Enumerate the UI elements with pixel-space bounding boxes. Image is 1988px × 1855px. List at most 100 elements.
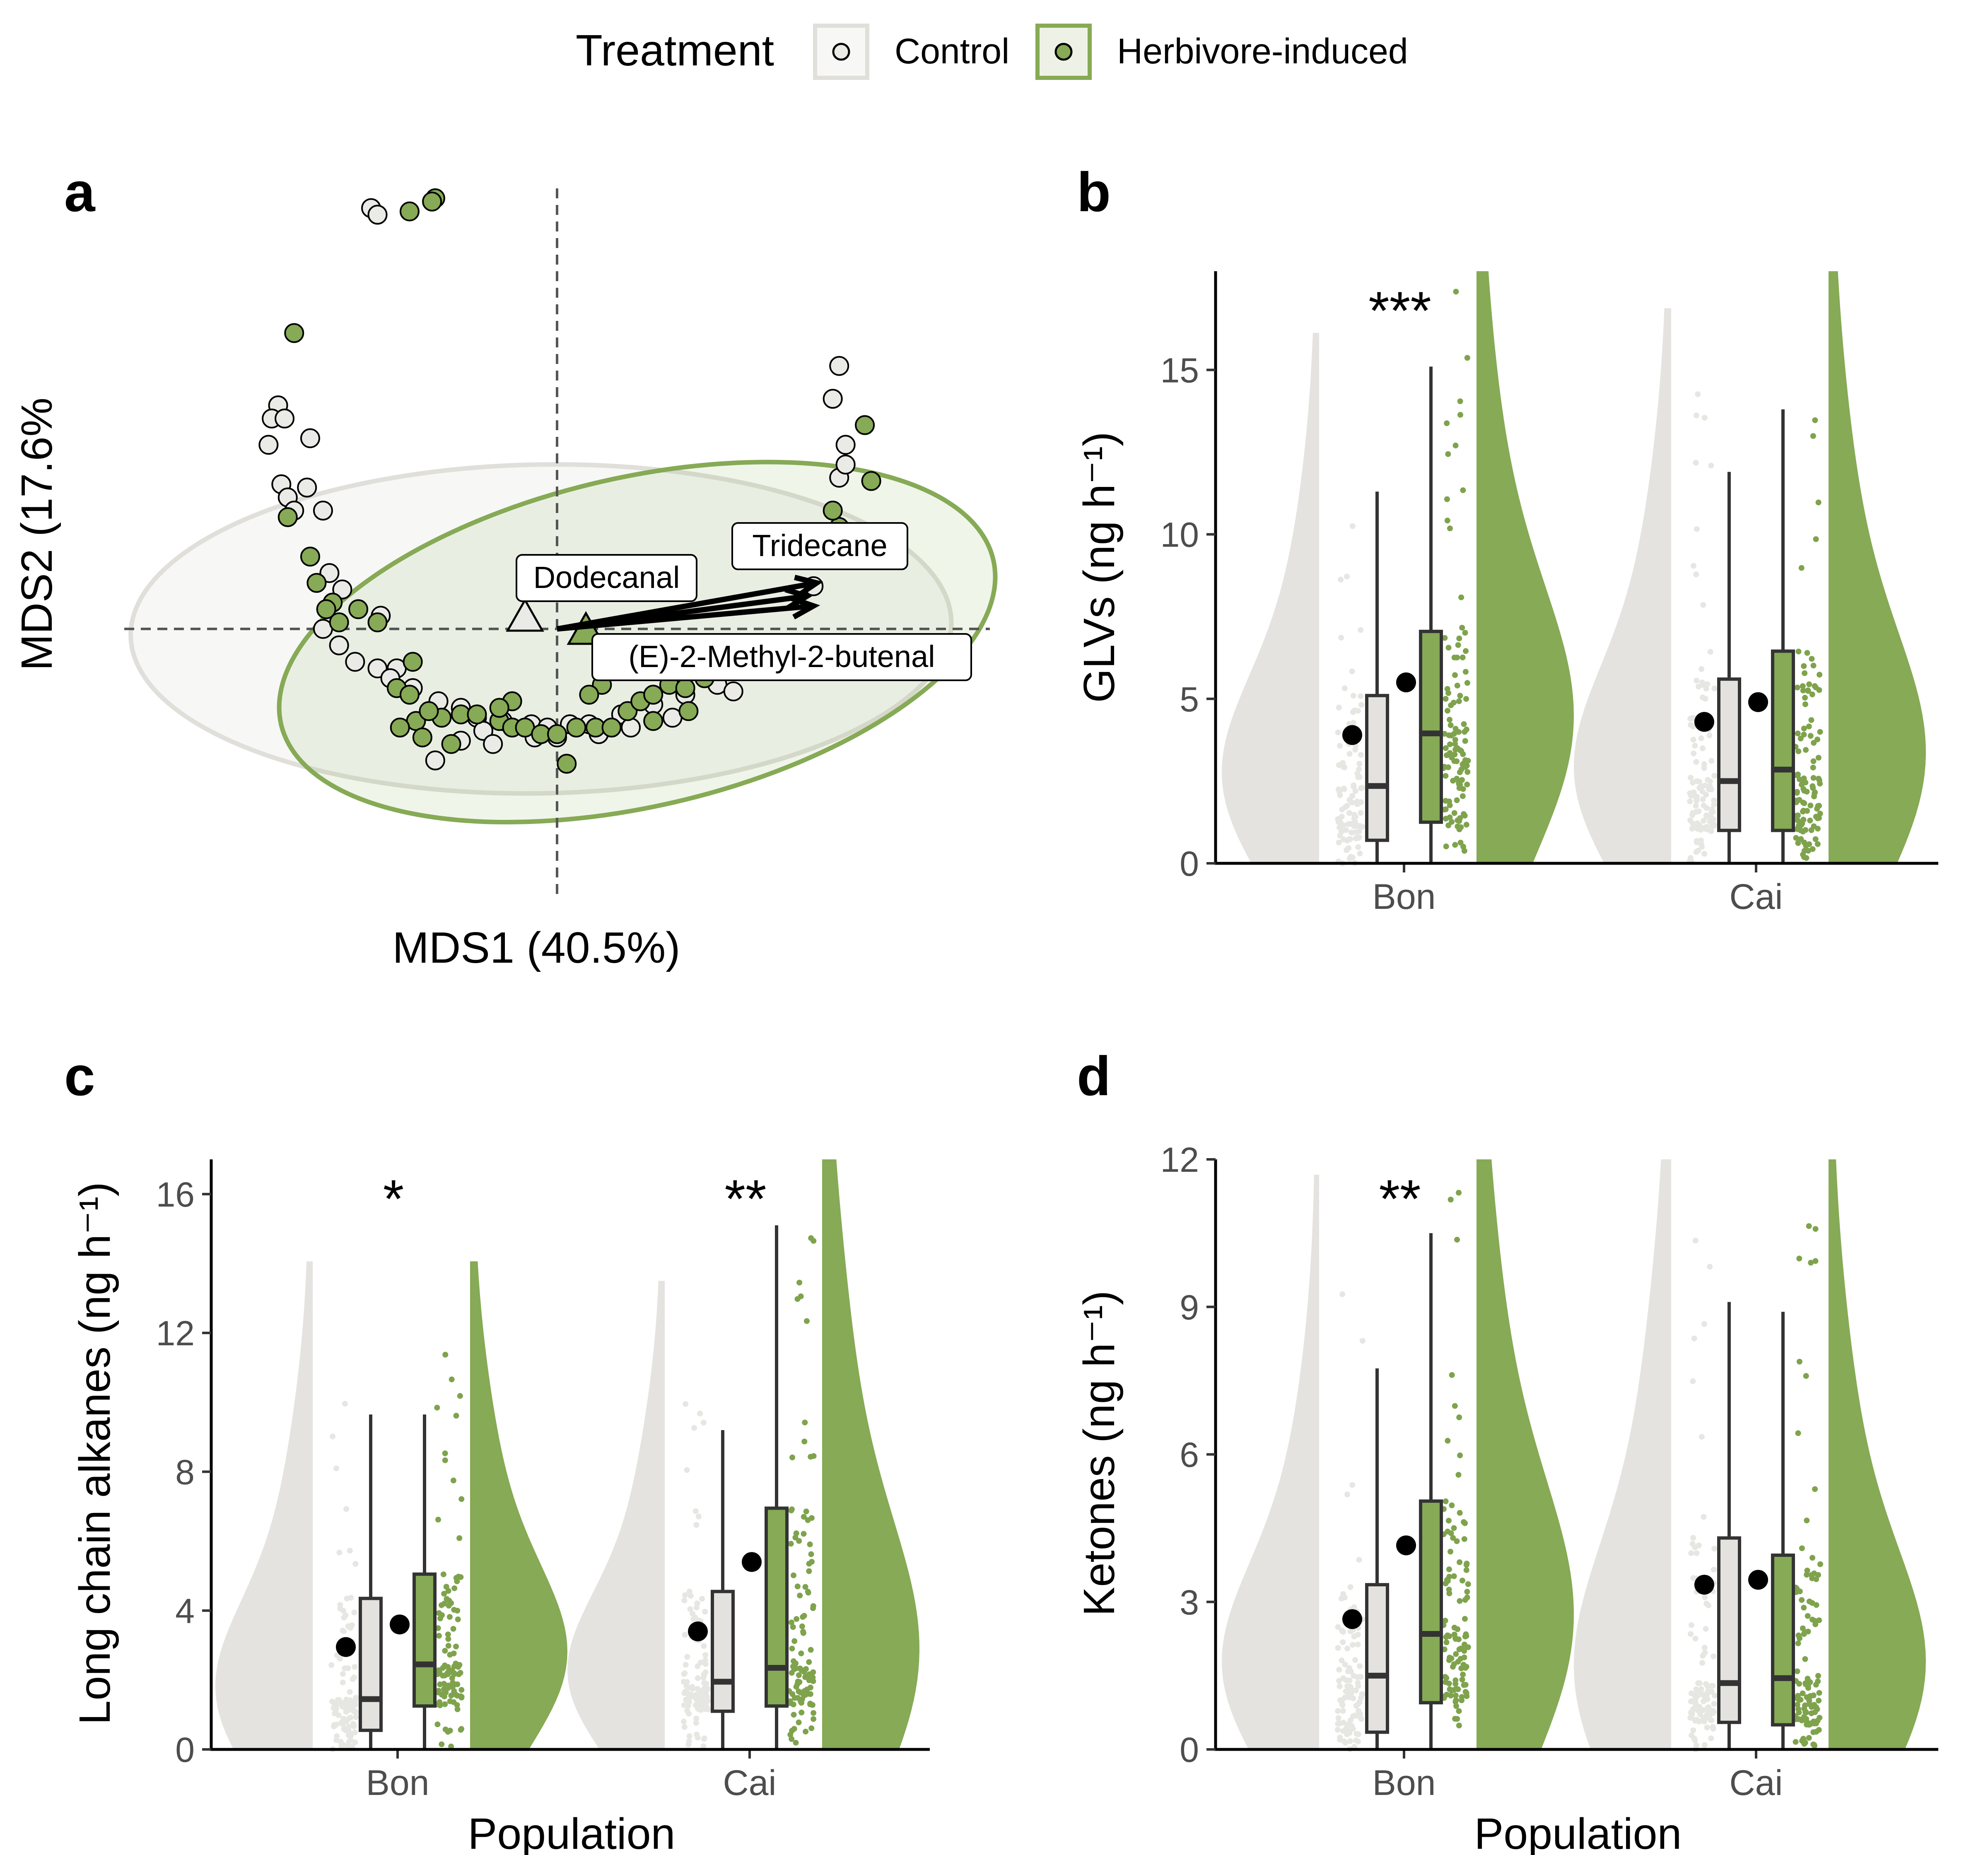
raw-point-herb [439,1612,445,1618]
raw-point-herb [1449,1372,1455,1378]
mds-point-control [332,579,352,600]
raw-point-control [352,1729,358,1735]
raw-point-herb [1816,1727,1822,1733]
raw-point-control [1711,1701,1717,1707]
raw-point-herb [1812,417,1818,423]
legend-label-control: Control [895,31,1009,71]
raw-point-control [1358,1674,1364,1680]
raw-point-control [700,1743,707,1749]
raw-point-herb [1803,843,1809,849]
raw-point-herb [1817,729,1823,735]
compound-label-box [516,554,697,602]
mds-point-herb [579,684,599,705]
mds-point-herb [306,573,327,593]
raw-point-herb [1463,1664,1469,1670]
raw-point-herb [1801,663,1807,669]
significance-marker: *** [1368,280,1431,341]
raw-point-control [1691,750,1697,756]
mean-herb [390,1614,410,1635]
raw-point-herb [794,1583,801,1590]
raw-point-herb [806,1674,812,1680]
raw-point-control [681,1702,687,1708]
mds-point-control [483,734,503,754]
raw-point-herb [806,1659,812,1665]
raw-point-control [1347,1684,1353,1690]
raw-point-herb [1458,594,1464,600]
raw-point-control [1692,1544,1698,1551]
raw-point-herb [434,1721,441,1727]
raw-point-control [695,1735,701,1741]
raw-point-control [1345,1693,1351,1699]
raw-point-control [1694,1694,1700,1700]
raw-point-herb [1798,836,1804,842]
raw-point-herb [1807,733,1814,739]
raw-point-control [351,1722,357,1728]
raw-point-control [1687,716,1694,722]
raw-point-control [1354,1713,1361,1719]
raw-point-control [683,1696,689,1703]
raw-point-herb [1800,809,1806,815]
box-herb [1771,1553,1795,1727]
raw-point-control [1352,788,1358,794]
raw-point-control [341,1726,347,1732]
raw-point-herb [1802,1739,1808,1746]
raw-point-control [701,1643,707,1649]
raw-point-herb [454,1607,461,1614]
raw-point-control [340,1607,346,1614]
raw-point-herb [1813,1602,1819,1608]
raw-point-control [343,1506,350,1512]
raw-point-control [333,1465,340,1472]
raw-point-herb [791,1658,797,1664]
raw-point-control [702,1661,709,1667]
raw-point-herb [1809,1575,1815,1581]
raw-point-control [693,1720,699,1726]
raw-point-control [1355,844,1361,850]
raw-point-herb [1811,1702,1817,1708]
raw-point-control [1354,771,1361,777]
raw-point-herb [796,1719,802,1725]
raw-point-herb [1810,775,1817,781]
x-tick-label: Cai [723,1763,776,1803]
raw-point-control [1707,1264,1713,1270]
raw-point-herb [1445,822,1452,829]
raw-point-herb [439,1741,445,1747]
raw-point-herb [1800,1690,1806,1696]
y-axis-label: GLVs (ng h⁻¹) [1075,432,1124,703]
y-tick-label: 0 [1180,844,1199,883]
raw-point-herb [458,1727,464,1733]
raw-point-control [1702,1594,1708,1600]
raw-point-control [1693,849,1699,855]
raw-point-control [345,1700,351,1706]
raw-point-control [701,1736,707,1742]
raw-point-herb [811,1238,817,1244]
raw-point-control [1358,693,1364,699]
mds-point-herb [861,471,881,491]
mds-point-herb [284,323,304,343]
raw-point-herb [791,1712,797,1718]
raw-point-control [1694,1550,1700,1556]
compound-label: (E)-2-Methyl-2-butenal [628,639,935,674]
raw-point-herb [1443,745,1449,751]
mds-point-herb [412,727,432,747]
raw-point-herb [1452,737,1458,743]
mds-point-herb [300,547,320,567]
raw-point-control [700,1419,707,1426]
raw-point-control [1357,1663,1363,1669]
raw-point-control [684,1654,690,1660]
raw-point-control [338,1739,344,1745]
raw-point-control [330,1433,336,1440]
raw-point-herb [455,1616,461,1622]
raw-point-control [1338,829,1344,835]
y-tick-label: 8 [175,1453,195,1491]
raw-point-herb [1444,518,1450,524]
density-cloud-control [1222,1175,1319,1749]
x-axis-label: Population [1474,1809,1682,1855]
raw-point-herb [1441,1646,1448,1653]
raw-point-herb [1461,1648,1467,1654]
raw-point-herb [800,1614,806,1620]
raw-point-control [1692,1636,1698,1642]
raw-point-herb [1459,1697,1465,1703]
raw-point-herb [1796,1255,1802,1262]
raw-point-control [1687,790,1693,796]
density-cloud-herb [470,1261,567,1749]
